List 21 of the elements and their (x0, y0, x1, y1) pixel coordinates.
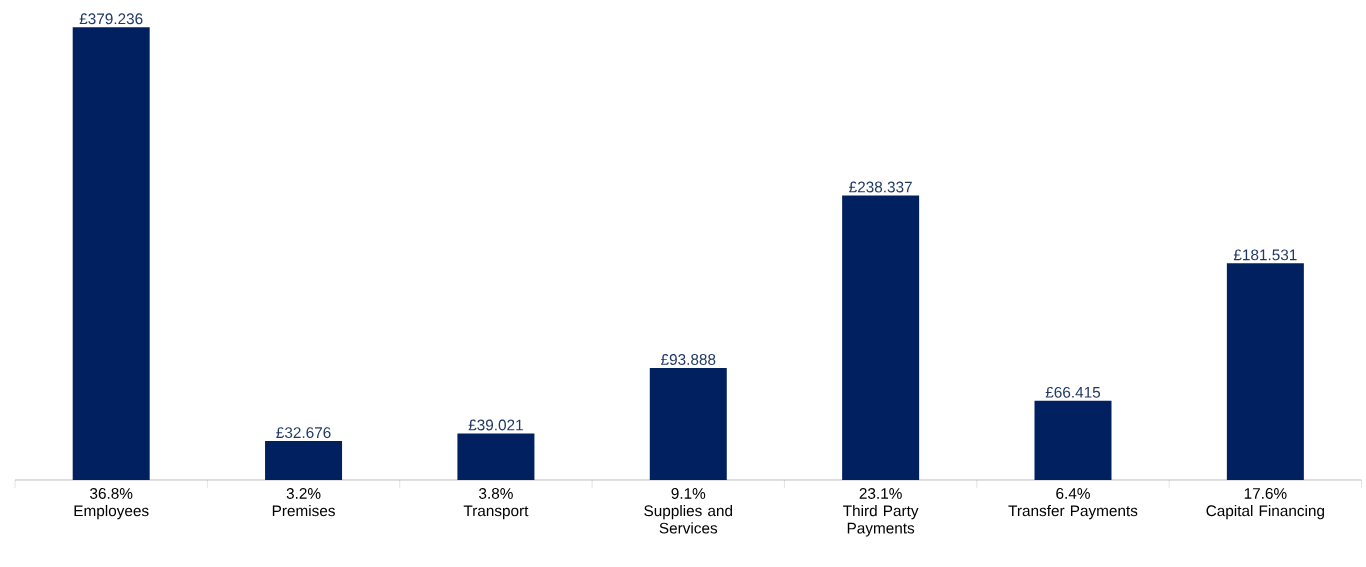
x-tick-label: 3.8% Transport (463, 488, 529, 520)
data-label: £93.888 (661, 354, 716, 365)
bar (649, 367, 727, 480)
data-label: £32.676 (276, 427, 331, 439)
data-label: £66.415 (1045, 386, 1101, 398)
data-label: £238.337 (849, 181, 912, 193)
bar (1034, 400, 1112, 480)
x-tick-label: 3.2% Premises (272, 488, 335, 517)
bar (457, 433, 535, 480)
x-tick-label: 36.8% Employees (74, 488, 149, 520)
x-tick-label: 23.1% Third Party Payments (843, 488, 919, 537)
bar (1226, 263, 1304, 480)
data-label: £181.531 (1233, 249, 1297, 261)
bar (72, 27, 150, 480)
data-label: £39.021 (468, 419, 523, 431)
x-tick-label: 6.4% Transfer Payments (1008, 488, 1138, 520)
x-tick-label: 17.6% Capital Financing (1206, 488, 1324, 520)
bar (265, 440, 343, 480)
bar (842, 195, 920, 480)
x-tick-label: 9.1% Supplies and Services (644, 488, 733, 534)
data-label: £379.236 (79, 13, 143, 25)
